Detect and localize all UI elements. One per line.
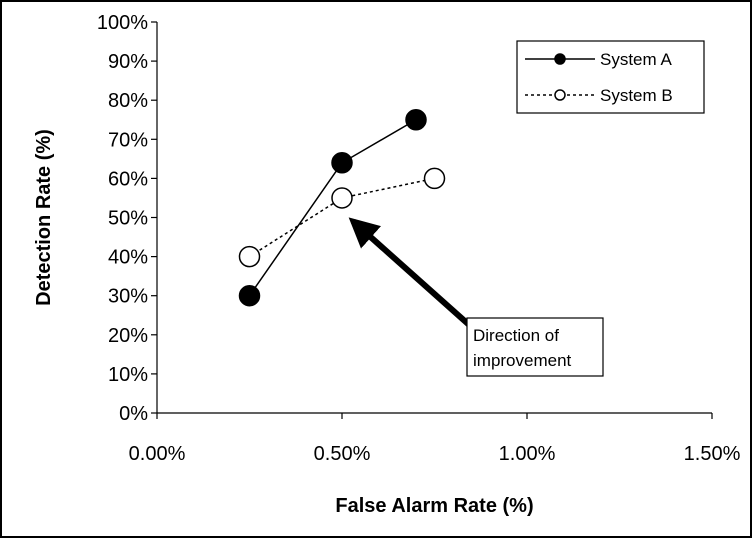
y-tick-label: 50% [108,208,148,230]
y-tick-label: 40% [108,247,148,269]
legend-label-system-b: System B [600,86,673,105]
series-line-system-a [248,119,417,297]
data-point-system-b [423,167,446,190]
data-point-system-a [331,152,353,174]
annotation-text-line: improvement [473,351,572,370]
legend-label-system-a: System A [600,50,672,69]
annotation-box [466,317,604,377]
x-tick-label: 1.50% [684,443,741,465]
x-tick-label: 1.00% [499,443,556,465]
data-point-system-b [238,245,261,268]
x-tick-label: 0.00% [129,443,186,465]
annotation-text-line: Direction of [473,326,559,345]
y-tick-label: 10% [108,364,148,386]
legend-marker-system-b [554,89,566,101]
y-tick-label: 80% [108,90,148,112]
x-axis-title: False Alarm Rate (%) [335,495,533,517]
y-tick-label: 60% [108,168,148,190]
y-tick-label: 100% [97,12,148,34]
legend-box [516,40,705,114]
improvement-arrow [348,217,474,330]
data-point-system-a [405,109,427,131]
x-tick-label: 0.50% [314,443,371,465]
y-tick-label: 90% [108,51,148,73]
data-point-system-a [238,284,261,307]
legend-marker-system-a [554,53,566,65]
y-tick-label: 30% [108,286,148,308]
data-point-system-b [331,187,353,209]
y-tick-label: 0% [119,403,148,425]
y-tick-label: 70% [108,129,148,151]
y-axis-title: Detection Rate (%) [33,129,55,306]
y-tick-label: 20% [108,325,148,347]
